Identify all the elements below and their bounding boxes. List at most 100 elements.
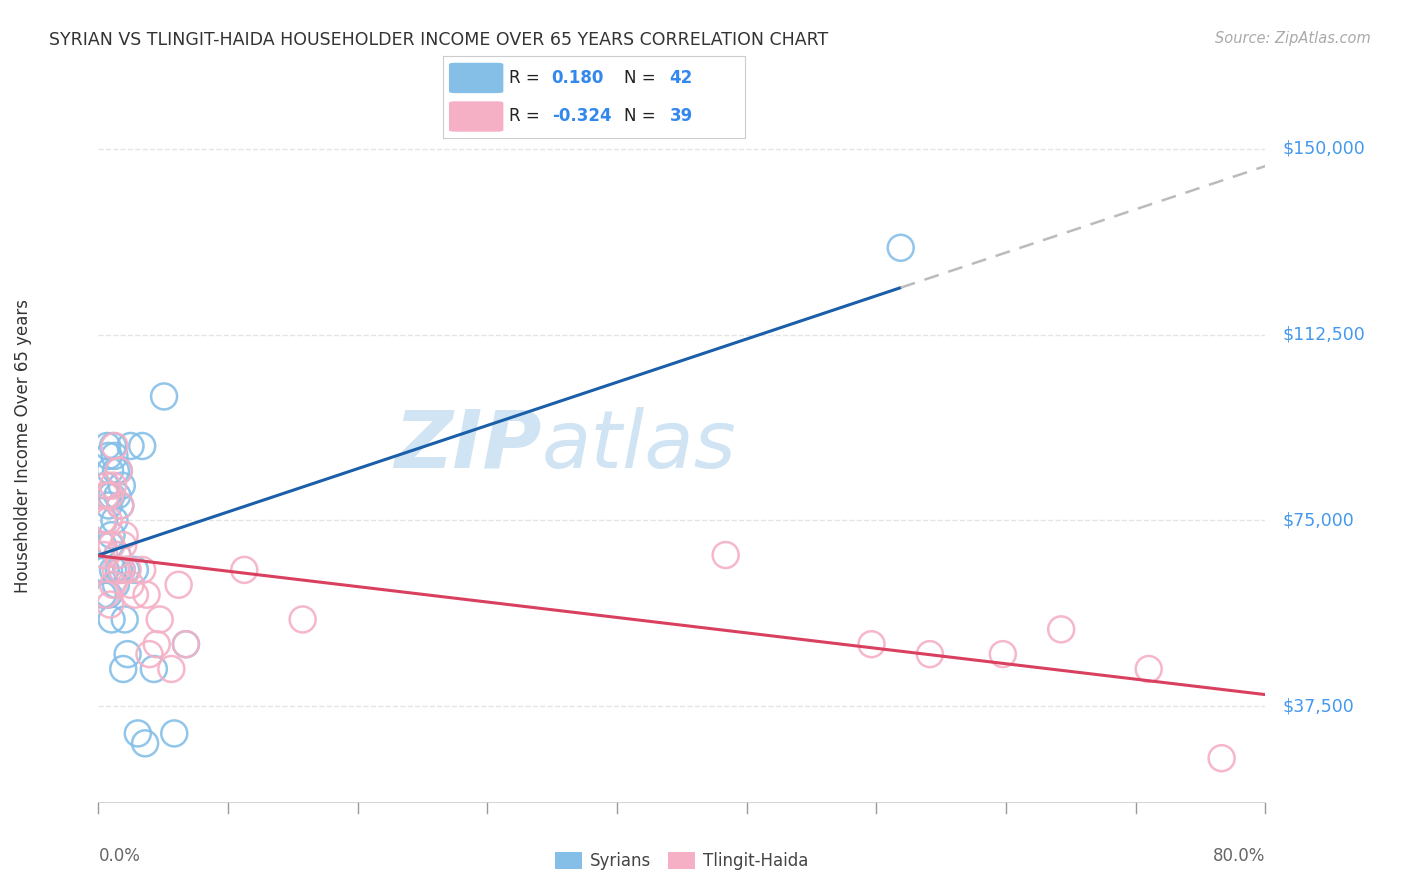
- Point: [97, 513, 120, 527]
- Point: [138, 647, 160, 661]
- Point: [100, 612, 122, 626]
- Point: [142, 662, 165, 676]
- Point: [96, 478, 118, 492]
- Point: [101, 578, 124, 592]
- Point: [91, 588, 114, 602]
- Point: [112, 538, 135, 552]
- Point: [114, 612, 136, 626]
- FancyBboxPatch shape: [449, 62, 503, 93]
- Legend: Syrians, Tlingit-Haida: Syrians, Tlingit-Haida: [548, 845, 815, 877]
- Text: N =: N =: [624, 69, 661, 87]
- Point: [94, 489, 117, 503]
- Text: $150,000: $150,000: [1282, 140, 1365, 158]
- Point: [93, 513, 115, 527]
- Point: [111, 478, 134, 492]
- Point: [110, 499, 132, 513]
- Point: [108, 464, 131, 478]
- Point: [98, 538, 121, 552]
- Point: [120, 578, 142, 592]
- Point: [97, 449, 120, 463]
- Point: [134, 736, 156, 750]
- Point: [124, 588, 146, 602]
- Point: [120, 439, 142, 453]
- Point: [105, 548, 128, 562]
- Point: [918, 647, 941, 661]
- Point: [98, 598, 121, 612]
- Point: [135, 588, 157, 602]
- Point: [112, 662, 135, 676]
- FancyBboxPatch shape: [449, 102, 503, 132]
- Point: [124, 563, 146, 577]
- Point: [97, 499, 120, 513]
- Point: [100, 538, 122, 552]
- Point: [96, 439, 118, 453]
- Point: [104, 578, 127, 592]
- Text: $37,500: $37,500: [1282, 698, 1354, 715]
- Text: R =: R =: [509, 69, 546, 87]
- Point: [97, 588, 120, 602]
- Point: [991, 647, 1014, 661]
- Point: [98, 464, 121, 478]
- Point: [105, 548, 128, 562]
- Point: [108, 563, 131, 577]
- Point: [114, 528, 136, 542]
- Text: R =: R =: [509, 107, 546, 125]
- Point: [94, 563, 117, 577]
- Point: [100, 489, 122, 503]
- Point: [91, 538, 114, 552]
- Point: [163, 726, 186, 740]
- Point: [101, 478, 124, 492]
- Text: 0.0%: 0.0%: [98, 847, 141, 865]
- Point: [94, 478, 117, 492]
- Point: [131, 563, 153, 577]
- Text: 0.180: 0.180: [551, 69, 605, 87]
- Point: [860, 637, 883, 651]
- Point: [103, 513, 125, 527]
- Point: [127, 726, 149, 740]
- Point: [111, 563, 134, 577]
- Point: [146, 637, 169, 651]
- Point: [101, 563, 124, 577]
- Text: Source: ZipAtlas.com: Source: ZipAtlas.com: [1215, 31, 1371, 46]
- Text: 80.0%: 80.0%: [1213, 847, 1265, 865]
- Text: SYRIAN VS TLINGIT-HAIDA HOUSEHOLDER INCOME OVER 65 YEARS CORRELATION CHART: SYRIAN VS TLINGIT-HAIDA HOUSEHOLDER INCO…: [49, 31, 828, 49]
- Point: [96, 489, 118, 503]
- Point: [117, 647, 139, 661]
- Point: [1050, 623, 1073, 637]
- Text: -0.324: -0.324: [551, 107, 612, 125]
- Point: [105, 489, 128, 503]
- Text: atlas: atlas: [541, 407, 737, 485]
- Point: [291, 612, 314, 626]
- Text: $75,000: $75,000: [1282, 511, 1354, 529]
- Point: [117, 563, 139, 577]
- Point: [103, 439, 125, 453]
- Point: [174, 637, 197, 651]
- Point: [94, 588, 117, 602]
- Point: [103, 449, 125, 463]
- Point: [167, 578, 190, 592]
- Point: [1211, 751, 1233, 765]
- Text: $112,500: $112,500: [1282, 326, 1365, 343]
- Point: [104, 563, 127, 577]
- Text: Householder Income Over 65 years: Householder Income Over 65 years: [14, 299, 31, 593]
- Point: [91, 513, 114, 527]
- Point: [101, 439, 124, 453]
- Point: [104, 464, 127, 478]
- Point: [100, 528, 122, 542]
- Point: [111, 563, 134, 577]
- Text: ZIP: ZIP: [395, 407, 541, 485]
- Point: [131, 439, 153, 453]
- Point: [98, 489, 121, 503]
- Text: 39: 39: [669, 107, 693, 125]
- Point: [153, 389, 176, 403]
- Point: [233, 563, 256, 577]
- Point: [110, 499, 132, 513]
- Point: [890, 241, 912, 255]
- Point: [108, 464, 131, 478]
- Text: N =: N =: [624, 107, 661, 125]
- Text: 42: 42: [669, 69, 693, 87]
- Point: [714, 548, 737, 562]
- Point: [115, 563, 138, 577]
- Point: [149, 612, 172, 626]
- Point: [174, 637, 197, 651]
